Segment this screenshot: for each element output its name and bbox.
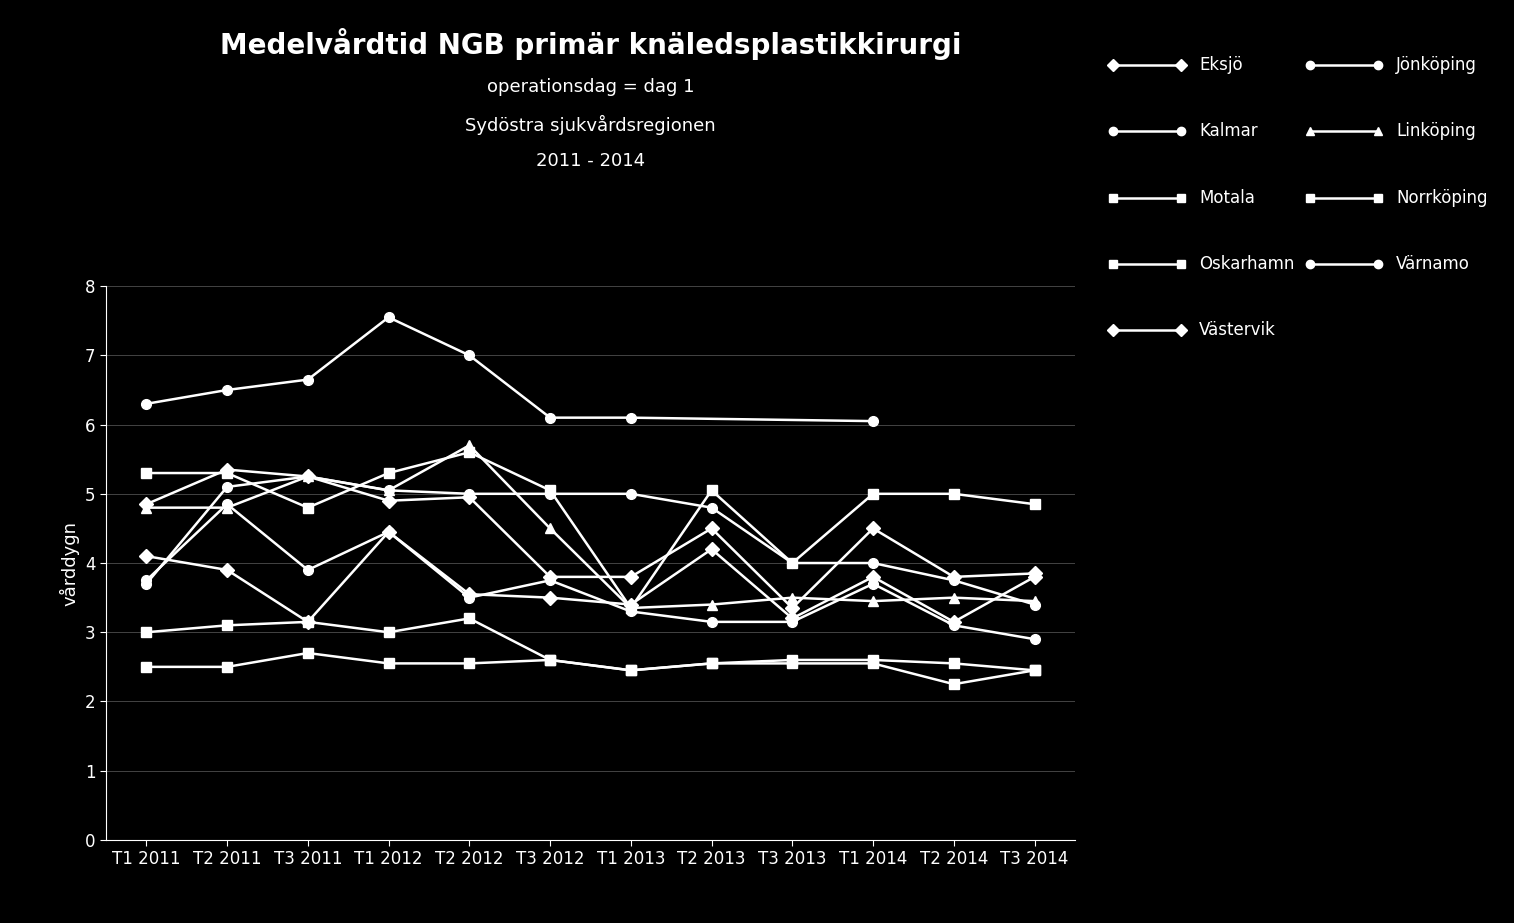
Text: Kalmar: Kalmar — [1199, 122, 1258, 140]
Text: Oskarhamn: Oskarhamn — [1199, 255, 1294, 273]
Text: Linköping: Linköping — [1396, 122, 1476, 140]
Text: Medelvårdtid NGB primär knäledsplastikkirurgi: Medelvårdtid NGB primär knäledsplastikki… — [220, 28, 961, 60]
Text: 2011 - 2014: 2011 - 2014 — [536, 152, 645, 171]
Text: Sydöstra sjukvårdsregionen: Sydöstra sjukvårdsregionen — [465, 115, 716, 136]
Text: operationsdag = dag 1: operationsdag = dag 1 — [486, 78, 695, 97]
Text: Norrköping: Norrköping — [1396, 188, 1487, 207]
Text: Västervik: Västervik — [1199, 321, 1276, 340]
Y-axis label: vårddygn: vårddygn — [59, 521, 79, 605]
Text: Jönköping: Jönköping — [1396, 55, 1476, 74]
Text: Värnamo: Värnamo — [1396, 255, 1470, 273]
Text: Eksjö: Eksjö — [1199, 55, 1243, 74]
Text: Motala: Motala — [1199, 188, 1255, 207]
